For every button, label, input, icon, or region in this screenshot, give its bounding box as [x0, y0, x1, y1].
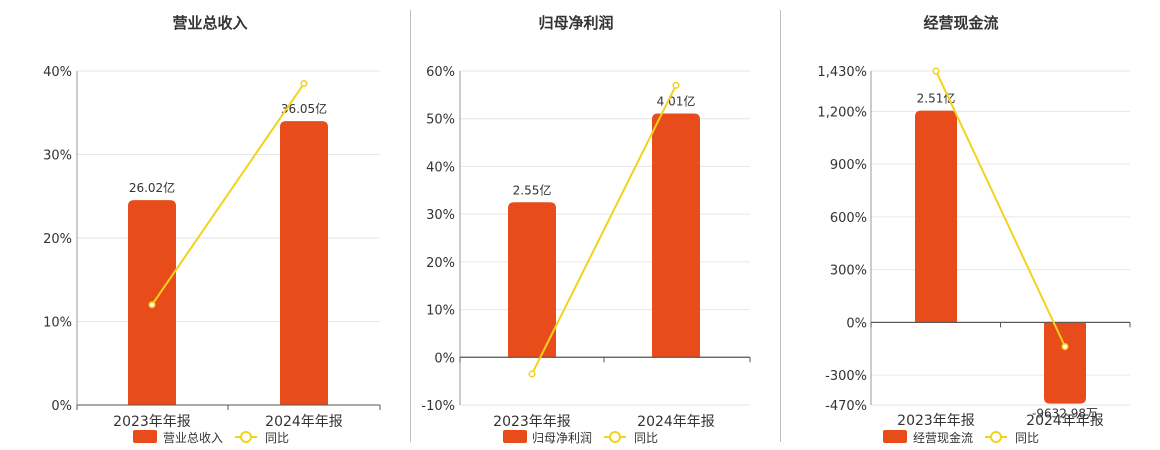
yoy-line [151, 82, 305, 306]
legend-label-bar: 营业总收入 [163, 431, 223, 445]
legend-label-line: 同比 [634, 431, 658, 445]
x-category-label: 2024年年报 [637, 414, 715, 430]
legend-label-bar: 归母净利润 [532, 431, 592, 445]
y-tick-label: 0% [51, 399, 72, 414]
y-tick-label: 0% [434, 351, 455, 366]
y-tick-label: 20% [43, 232, 72, 247]
yoy-point [528, 370, 536, 378]
bar-net-profit [652, 113, 700, 358]
y-tick-label: 1,200% [817, 105, 867, 120]
chart-panel-operating-cashflow: 经营现金流 -470% -300% 0% 300% 600% 900% 1,200% 1,430… [817, 14, 1131, 445]
bar-cashflow [1044, 322, 1086, 404]
chart-title: 归母净利润 [538, 14, 613, 32]
legend-label-bar: 经营现金流 [913, 430, 973, 445]
x-category-label: 2023年年报 [113, 414, 191, 430]
legend-swatch-bar [883, 430, 907, 443]
legend-swatch-bar [503, 430, 527, 443]
bar-data-label: 26.02亿 [129, 180, 175, 195]
yoy-point [1061, 343, 1069, 351]
y-tick-label: -470% [825, 399, 867, 414]
legend-swatch-marker [609, 431, 621, 443]
y-tick-label: 40% [43, 65, 72, 80]
bar-cashflow [915, 110, 957, 323]
yoy-line [935, 70, 1066, 348]
bar-data-label: 2.51亿 [917, 91, 956, 106]
y-tick-label: -300% [825, 369, 867, 384]
y-tick-label: 300% [830, 264, 867, 279]
y-tick-label: 30% [43, 149, 72, 164]
legend-label-line: 同比 [265, 431, 289, 445]
bar-net-profit [508, 202, 556, 358]
y-tick-label: 900% [830, 158, 867, 173]
x-category-label: 2024年年报 [265, 414, 343, 430]
y-tick-label: 20% [426, 256, 455, 271]
chart-title: 营业总收入 [172, 14, 247, 32]
x-category-label: 2023年年报 [493, 414, 571, 430]
bar-data-label: -9632.98万 [1032, 407, 1098, 421]
y-tick-label: 40% [426, 160, 455, 175]
yoy-point [672, 81, 680, 89]
panel-divider [780, 10, 781, 442]
bar-data-label: 2.55亿 [513, 182, 552, 197]
bar-revenue [280, 121, 328, 405]
chart-panel-revenue: 营业总收入 0% 10% 20% 30% 40% 26.02亿 36.05亿 2023年年报 20… [43, 14, 381, 445]
yoy-point [148, 301, 156, 309]
panel-divider [410, 10, 411, 442]
yoy-point [300, 79, 308, 88]
legend-swatch-marker [990, 431, 1002, 443]
chart-title: 经营现金流 [923, 14, 998, 32]
y-tick-label: 1,430% [817, 65, 867, 80]
chart-panel-net-profit: 归母净利润 -10% 0% 10% 20% 30% 40% 50% 60% 2.55亿 4.01亿 2… [421, 14, 751, 445]
y-tick-label: 50% [426, 113, 455, 128]
yoy-line [531, 84, 677, 375]
y-tick-label: 600% [830, 211, 867, 226]
legend-label-line: 同比 [1015, 431, 1039, 445]
legend-swatch-marker [240, 431, 252, 443]
x-category-label: 2023年年报 [897, 413, 975, 429]
yoy-point [932, 67, 940, 75]
x-category-label: 2024年年报 [1026, 413, 1104, 429]
bar-data-label: 4.01亿 [657, 94, 696, 109]
y-tick-label: 0% [846, 316, 867, 331]
y-tick-label: 30% [426, 208, 455, 223]
y-tick-label: -10% [421, 399, 455, 414]
bar-data-label: 36.05亿 [281, 101, 327, 116]
y-tick-label: 10% [43, 316, 72, 331]
legend-swatch-bar [133, 430, 157, 443]
y-tick-label: 60% [426, 65, 455, 80]
y-tick-label: 10% [426, 304, 455, 319]
